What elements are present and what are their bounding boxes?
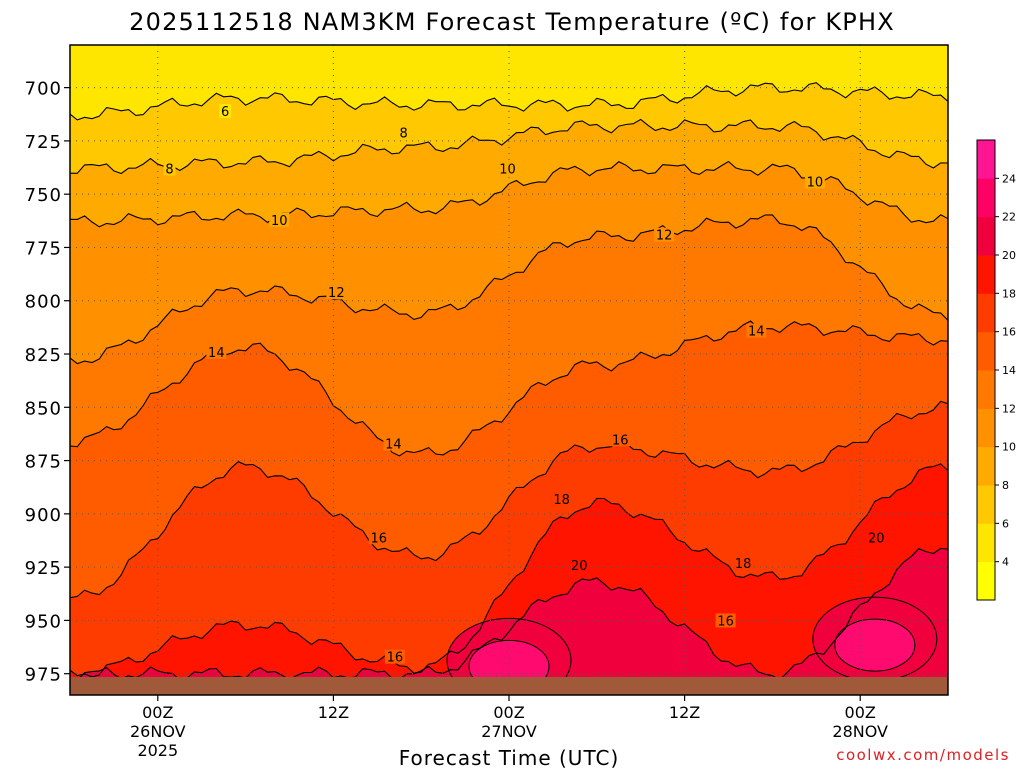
colorbar-tick-label: 12 (1002, 402, 1016, 415)
contour-label: 14 (385, 438, 402, 453)
contour-label: 18 (735, 557, 752, 572)
contour-16 (70, 400, 948, 599)
contour-label-bg (746, 323, 767, 338)
colorbar-swatch (977, 255, 995, 294)
band-above-18 (70, 463, 948, 695)
contour-label-bg (551, 491, 572, 506)
colorbar-tick-label: 4 (1002, 556, 1009, 569)
colorbar-swatch (977, 523, 995, 563)
contour-label-bg (384, 649, 405, 664)
contour-label: 8 (399, 126, 407, 141)
y-tick-label: 750 (25, 185, 62, 206)
contour-label: 10 (807, 175, 824, 190)
contour-label: 16 (717, 614, 734, 629)
contour-12 (70, 214, 948, 365)
contour-label-bg (866, 530, 887, 545)
contour-8 (70, 118, 948, 175)
colorbar-swatch (977, 178, 995, 218)
colorbar-tick-label: 18 (1002, 287, 1016, 300)
contour-label: 6 (221, 105, 229, 120)
x-tick-label: 12Z (669, 703, 700, 722)
colorbar-tick-label: 16 (1002, 326, 1016, 339)
contour-label-bg (654, 227, 675, 242)
colorbar-swatch (977, 216, 995, 256)
terrain-surface (70, 677, 948, 695)
colorbar-swatch (977, 408, 995, 448)
contour-label: 16 (387, 651, 404, 666)
contour-label-bg (326, 285, 347, 300)
colorbar-tick-label: 20 (1002, 249, 1016, 262)
contour-label: 12 (328, 286, 345, 301)
contour-label-bg (497, 161, 518, 176)
contour-20 (70, 547, 948, 681)
contour-label-bg (368, 530, 389, 545)
contour-label: 18 (553, 493, 570, 508)
contour-18 (70, 463, 948, 678)
colorbar-swatch (977, 370, 995, 409)
contour-label: 16 (612, 433, 629, 448)
plot-area: 6 8 8 10 10 10 12 12 14 14 14 16 16 16 16 18 18 20 20 (70, 45, 948, 695)
contour-label: 20 (868, 531, 885, 546)
y-tick-label: 850 (25, 398, 62, 419)
contour-label-bg (715, 613, 736, 628)
colorbar-swatch (977, 446, 995, 486)
colorbar-swatch (977, 561, 995, 601)
contour-label-bg (163, 161, 176, 176)
colorbar-legend: 4 6 8 10 12 14 16 18 20 22 24 (976, 139, 1016, 601)
contour-label: 20 (571, 559, 588, 574)
y-tick-label: 975 (25, 665, 62, 686)
colorbar-tick-label: 22 (1002, 211, 1016, 224)
y-tick-label: 875 (25, 452, 62, 473)
y-tick-label: 725 (25, 132, 62, 153)
contour-label: 10 (271, 214, 288, 229)
contour-6 (70, 82, 948, 121)
x-axis-label: Forecast Time (UTC) (399, 746, 620, 768)
contour-label-bg (569, 558, 590, 572)
y-tick-label: 700 (25, 79, 62, 100)
contour-label-bg (269, 212, 290, 227)
chart-title: 2025112518 NAM3KM Forecast Temperature (… (129, 8, 895, 36)
y-tick-label: 775 (25, 238, 62, 259)
contour-label-bg (733, 555, 754, 570)
y-axis: 700 725 750 775 800 825 850 875 900 925 950 975 (25, 79, 70, 686)
y-tick-label: 900 (25, 505, 62, 526)
colorbar-tick-label: 8 (1002, 479, 1009, 492)
x-tick-label: 00Z (845, 703, 876, 722)
contour-label-bg (610, 432, 631, 447)
contour-label: 12 (656, 229, 673, 244)
x-tick-label: 00Z (493, 703, 524, 722)
contour-label-bg (804, 174, 825, 189)
contour-label: 14 (748, 325, 765, 340)
contour-label: 14 (208, 346, 225, 361)
colorbar-tick-label: 6 (1002, 517, 1009, 530)
credit-text[interactable]: coolwx.com/models (836, 746, 1010, 764)
colorbar-swatch (977, 293, 995, 333)
contour-label-bg (383, 436, 404, 451)
colorbar-tick-label: 14 (1002, 364, 1016, 377)
x-tick-label: 00Z (142, 703, 173, 722)
colorbar-swatch (977, 331, 995, 371)
contour-label: 16 (370, 531, 387, 546)
contour-label: 10 (499, 163, 516, 178)
x-tick-date: 27NOV (481, 722, 537, 741)
x-tick-date: 28NOV (832, 722, 888, 741)
x-tick-year: 2025 (137, 741, 178, 760)
contour-label-bg (206, 344, 227, 359)
x-tick-label: 12Z (318, 703, 349, 722)
y-tick-label: 825 (25, 345, 62, 366)
x-tick-date: 26NOV (130, 722, 186, 741)
contour-label-bg (397, 125, 410, 140)
warm-core-24-1 (834, 618, 916, 672)
y-tick-label: 925 (25, 558, 62, 579)
colorbar-tick-label: 10 (1002, 441, 1016, 454)
colorbar-swatch (977, 485, 995, 524)
y-tick-label: 800 (25, 292, 62, 313)
contour-label: 8 (165, 163, 173, 178)
y-tick-label: 950 (25, 611, 62, 632)
colorbar-swatch (977, 140, 995, 179)
contour-label-bg (219, 104, 232, 119)
colorbar-tick-label: 24 (1002, 172, 1016, 185)
